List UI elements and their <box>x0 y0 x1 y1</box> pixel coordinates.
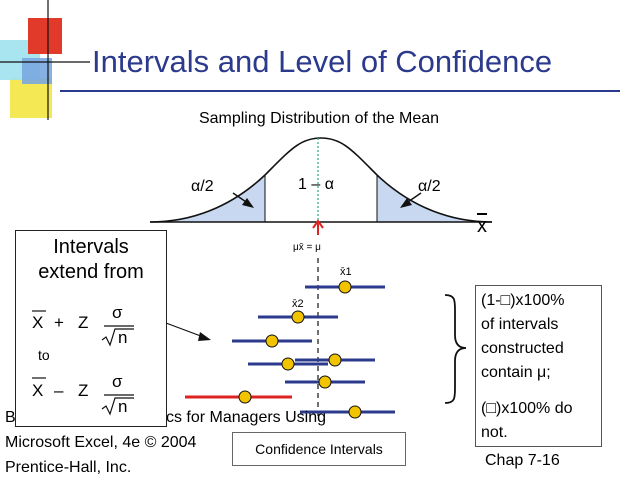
left-tail-area <box>150 175 265 222</box>
coverage-line-1: (1-□)x100% <box>481 292 565 309</box>
coverage-line-5: (□)x100% do <box>481 400 573 417</box>
xbar2-label: x̄2 <box>292 298 304 310</box>
upper-formula-n: n <box>118 328 128 347</box>
interval-formula-box: Intervals extend from X + Z σ n to X – Z… <box>15 230 167 427</box>
lower-formula-z: Z <box>78 381 89 400</box>
sample-mean-point-5 <box>281 357 295 371</box>
upper-formula-xbar: X <box>32 313 44 332</box>
right-tail-area <box>377 175 492 222</box>
coverage-explanation-box: (1-□)x100% of intervals constructed cont… <box>475 285 602 447</box>
chapter-label: Chap 7-16 <box>485 452 560 469</box>
box-pointer-arrowhead <box>198 332 211 341</box>
deco-square-red <box>28 18 62 54</box>
sample-mean-point-3 <box>265 334 279 348</box>
confidence-intervals-label: Confidence Intervals <box>232 432 406 466</box>
lower-formula-minus: – <box>54 381 64 400</box>
page-title: Intervals and Level of Confidence <box>92 44 553 79</box>
upper-sqrt-sign <box>101 328 134 347</box>
right-tail-arrowhead <box>400 198 412 208</box>
right-brace <box>444 294 467 404</box>
formula-heading-line-1: Intervals <box>53 236 129 258</box>
mean-arrow <box>312 219 324 235</box>
coverage-line-4: contain μ; <box>481 364 551 381</box>
sample-mean-point-6 <box>318 375 332 389</box>
upper-formula-z: Z <box>78 313 89 332</box>
upper-formula-plus: + <box>54 313 64 332</box>
center-label: 1 – α <box>298 176 334 193</box>
mean-label: μx̄ = μ <box>293 242 321 253</box>
lower-formula-n: n <box>118 397 128 416</box>
footer-line-3: Prentice-Hall, Inc. <box>5 459 132 476</box>
xbar1-label: x̄1 <box>340 266 352 278</box>
sample-mean-point-missed <box>238 390 252 404</box>
coverage-line-6: not. <box>481 424 508 441</box>
sample-mean-point-1 <box>338 280 352 294</box>
lower-formula-xbar: X <box>32 381 44 400</box>
coverage-line-2: of intervals <box>481 316 559 333</box>
upper-formula-sigma: σ <box>112 303 123 322</box>
formula-graphics <box>32 310 134 416</box>
x-axis-label: x <box>477 215 487 237</box>
lower-sqrt-sign <box>101 397 134 416</box>
left-tail-arrowhead <box>242 198 254 208</box>
footer-line-2: Microsoft Excel, 4e © 2004 <box>5 434 197 451</box>
sample-mean-point-4 <box>328 353 342 367</box>
deco-square-yellow <box>10 78 52 118</box>
formula-box-heading: Intervals extend from <box>16 235 166 285</box>
formula-heading-line-2: extend from <box>38 261 144 283</box>
coverage-line-3: constructed <box>481 340 564 357</box>
tail-label-right: α/2 <box>418 178 441 195</box>
formula-to: to <box>38 347 50 363</box>
title-rule <box>60 90 620 92</box>
sample-mean-point-7 <box>348 405 362 419</box>
normal-curve <box>149 137 493 223</box>
corner-decoration <box>0 0 90 120</box>
sample-mean-point-2 <box>291 310 305 324</box>
diagram-subtitle: Sampling Distribution of the Mean <box>198 110 440 127</box>
lower-formula-sigma: σ <box>112 372 123 391</box>
tail-label-left: α/2 <box>191 178 214 195</box>
